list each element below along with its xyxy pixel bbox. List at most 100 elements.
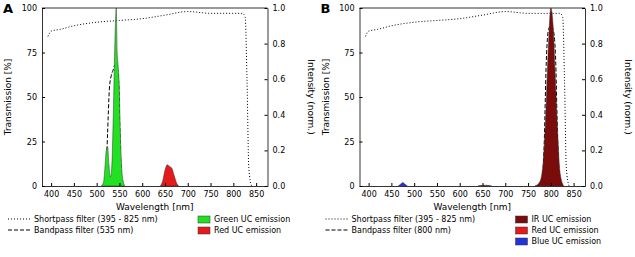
tick: 25 bbox=[344, 138, 362, 147]
legend-item: Bandpass filter (800 nm) bbox=[326, 226, 451, 235]
tick-mark bbox=[582, 150, 585, 151]
tick-mark bbox=[42, 97, 45, 98]
tick: 75 bbox=[344, 49, 362, 58]
tick: 0 bbox=[32, 182, 45, 191]
panel-label: A bbox=[3, 1, 13, 16]
tick-label: 0.8 bbox=[590, 40, 603, 49]
tick-label: 400 bbox=[361, 190, 376, 199]
tick: 50 bbox=[344, 93, 362, 102]
tick: 0.6 bbox=[582, 75, 603, 84]
tick-mark bbox=[265, 186, 268, 187]
y2-axis-title: Intensity (norm.) bbox=[623, 59, 633, 134]
tick: 0.0 bbox=[582, 182, 603, 191]
tick-mark bbox=[97, 183, 98, 186]
tick-label: 500 bbox=[90, 190, 105, 199]
legend-label: Green UC emission bbox=[214, 215, 290, 224]
tick-mark bbox=[188, 183, 189, 186]
legend: Shortpass filter (395 - 825 nm) Bandpass … bbox=[326, 215, 602, 246]
tick-label: 1.0 bbox=[590, 4, 603, 13]
tick-label: 650 bbox=[475, 190, 490, 199]
legend: Shortpass filter (395 - 825 nm) Bandpass … bbox=[8, 215, 290, 235]
tick-label: 50 bbox=[344, 93, 354, 102]
emission-area bbox=[398, 182, 407, 186]
tick-label: 800 bbox=[544, 190, 559, 199]
figure: 4004505005506006507007508008500255075100… bbox=[0, 0, 635, 257]
tick: 750 bbox=[521, 183, 536, 199]
legend-label: Shortpass filter (395 - 825 nm) bbox=[352, 215, 476, 224]
y2-axis-title: Intensity (norm.) bbox=[306, 59, 316, 134]
tick-mark bbox=[211, 183, 212, 186]
legend-label: Bandpass filter (800 nm) bbox=[352, 226, 451, 235]
tick-mark bbox=[256, 183, 257, 186]
legend-item: Shortpass filter (395 - 825 nm) bbox=[8, 215, 158, 224]
tick-mark bbox=[265, 150, 268, 151]
tick: 400 bbox=[361, 183, 376, 199]
legend-swatch bbox=[326, 219, 348, 220]
tick-mark bbox=[74, 183, 75, 186]
tick-mark bbox=[265, 8, 268, 9]
tick: 25 bbox=[27, 138, 45, 147]
tick: 850 bbox=[566, 183, 581, 199]
tick: 100 bbox=[22, 4, 45, 13]
legend-swatch bbox=[516, 238, 528, 245]
tick: 0.6 bbox=[265, 75, 286, 84]
tick-mark bbox=[528, 183, 529, 186]
tick-label: 450 bbox=[384, 190, 399, 199]
tick: 650 bbox=[158, 183, 173, 199]
tick-mark bbox=[42, 53, 45, 54]
legend-item: Bandpass filter (535 nm) bbox=[8, 226, 133, 235]
panel: 4004505005506006507007508008500255075100… bbox=[3, 1, 316, 235]
tick-label: 25 bbox=[344, 138, 354, 147]
tick-mark bbox=[360, 142, 363, 143]
tick-mark bbox=[360, 53, 363, 54]
tick-label: 700 bbox=[498, 190, 513, 199]
tick: 550 bbox=[430, 183, 445, 199]
tick-mark bbox=[360, 8, 363, 9]
tick-mark bbox=[51, 183, 52, 186]
tick-mark bbox=[483, 183, 484, 186]
y-axis: 0 25 50 75 100 bbox=[22, 4, 45, 191]
tick-mark bbox=[119, 183, 120, 186]
tick-mark bbox=[42, 8, 45, 9]
filter-line bbox=[48, 12, 252, 186]
series-layer bbox=[48, 8, 252, 186]
y2-axis: 0.00.20.40.60.81.0 bbox=[265, 4, 286, 191]
tick: 75 bbox=[27, 49, 45, 58]
tick-mark bbox=[460, 183, 461, 186]
tick-label: 550 bbox=[430, 190, 445, 199]
tick-label: 0.8 bbox=[273, 40, 286, 49]
tick-label: 0 bbox=[32, 182, 37, 191]
tick: 800 bbox=[544, 183, 559, 199]
tick-mark bbox=[582, 44, 585, 45]
tick: 100 bbox=[339, 4, 362, 13]
tick-label: 0.0 bbox=[590, 182, 603, 191]
tick: 50 bbox=[27, 93, 45, 102]
tick: 700 bbox=[498, 183, 513, 199]
axis-line bbox=[585, 9, 586, 187]
axis-line bbox=[268, 9, 269, 187]
series-layer bbox=[365, 8, 569, 186]
tick-mark bbox=[574, 183, 575, 186]
tick-mark bbox=[582, 115, 585, 116]
tick-label: 50 bbox=[27, 93, 37, 102]
legend-swatch bbox=[198, 216, 210, 223]
tick: 0.8 bbox=[582, 40, 603, 49]
tick: 750 bbox=[203, 183, 218, 199]
tick: 0 bbox=[349, 182, 362, 191]
tick-label: 0.4 bbox=[273, 111, 286, 120]
tick-mark bbox=[505, 183, 506, 186]
tick-label: 750 bbox=[203, 190, 218, 199]
emission-area bbox=[535, 8, 564, 186]
plot-frame bbox=[360, 8, 586, 9]
axis-line bbox=[360, 186, 586, 187]
tick-mark bbox=[414, 183, 415, 186]
panel: 4004505005506006507007508008500255075100… bbox=[321, 1, 634, 246]
tick: 0.4 bbox=[582, 111, 603, 120]
legend-label: Blue UC emission bbox=[532, 237, 602, 246]
tick-label: 0.2 bbox=[273, 146, 286, 155]
y-axis-title: Transmission [%] bbox=[3, 59, 13, 137]
tick: 650 bbox=[475, 183, 490, 199]
tick-label: 0.6 bbox=[590, 75, 603, 84]
tick-mark bbox=[265, 79, 268, 80]
tick: 0.2 bbox=[582, 146, 603, 155]
